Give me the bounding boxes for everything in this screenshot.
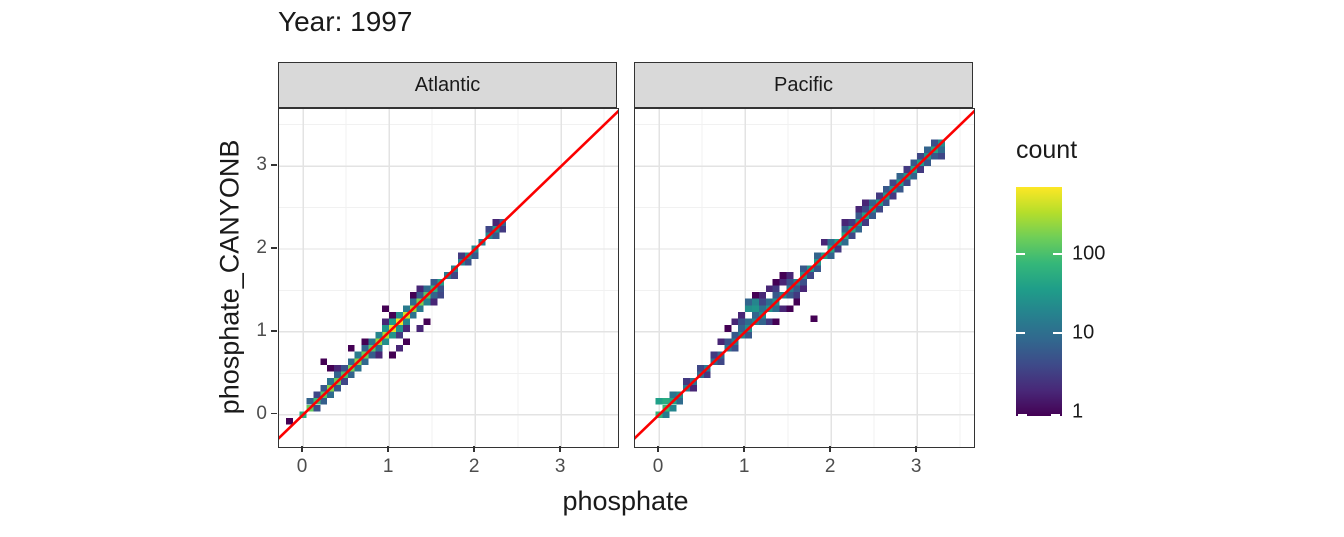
facet-strip-atlantic-label: Atlantic [414, 73, 481, 96]
legend-tick-label: 100 [1072, 242, 1106, 265]
y-tick-label: 2 [256, 237, 267, 258]
legend-tick-mark [1016, 332, 1025, 335]
legend-tick-label: 10 [1072, 321, 1095, 344]
x-tick-mark [301, 446, 303, 452]
legend-tick-mark [1053, 332, 1062, 335]
x-tick-mark [915, 446, 917, 452]
x-tick-label: 3 [554, 456, 566, 477]
x-tick-label: 0 [652, 456, 664, 477]
y-tick-mark [271, 330, 277, 332]
y-tick-label: 3 [256, 154, 267, 176]
legend-tick-mark [1016, 253, 1025, 256]
x-tick-mark [657, 446, 659, 452]
legend-tick-mark [1053, 253, 1062, 256]
x-tick-mark [473, 446, 475, 452]
x-axis-title: phosphate [562, 486, 689, 516]
y-tick-label: 1 [256, 319, 267, 341]
x-tick-label: 3 [910, 456, 922, 477]
panel-atlantic [278, 108, 619, 448]
facet-strip-pacific: Pacific [634, 62, 973, 108]
plot-title: Year: 1997 [278, 6, 413, 37]
x-tick-label: 2 [468, 456, 480, 477]
y-tick-mark [271, 412, 277, 415]
x-tick-label: 1 [382, 456, 394, 477]
legend-colorbar [1016, 187, 1062, 416]
x-tick-mark [743, 446, 745, 452]
identity-line [279, 109, 618, 440]
identity-line [635, 109, 974, 440]
y-axis-title: phosphate_CANYONB [214, 139, 245, 415]
x-tick-mark [829, 446, 831, 452]
y-tick-mark [271, 164, 277, 166]
x-tick-mark [559, 446, 561, 452]
legend-title: count [1016, 136, 1078, 164]
y-tick-label: 0 [256, 402, 267, 424]
legend-tick-mark [1018, 414, 1027, 416]
x-tick-mark [387, 446, 389, 452]
panel-pacific [634, 108, 975, 448]
x-tick-label: 0 [296, 456, 308, 477]
x-tick-label: 1 [738, 456, 750, 477]
y-tick-mark [271, 247, 277, 249]
facet-strip-atlantic: Atlantic [278, 62, 617, 108]
x-tick-label: 2 [824, 456, 836, 477]
facet-strip-pacific-label: Pacific [774, 73, 833, 96]
legend-tick-mark [1051, 414, 1060, 416]
legend-tick-label: 1 [1072, 400, 1084, 423]
